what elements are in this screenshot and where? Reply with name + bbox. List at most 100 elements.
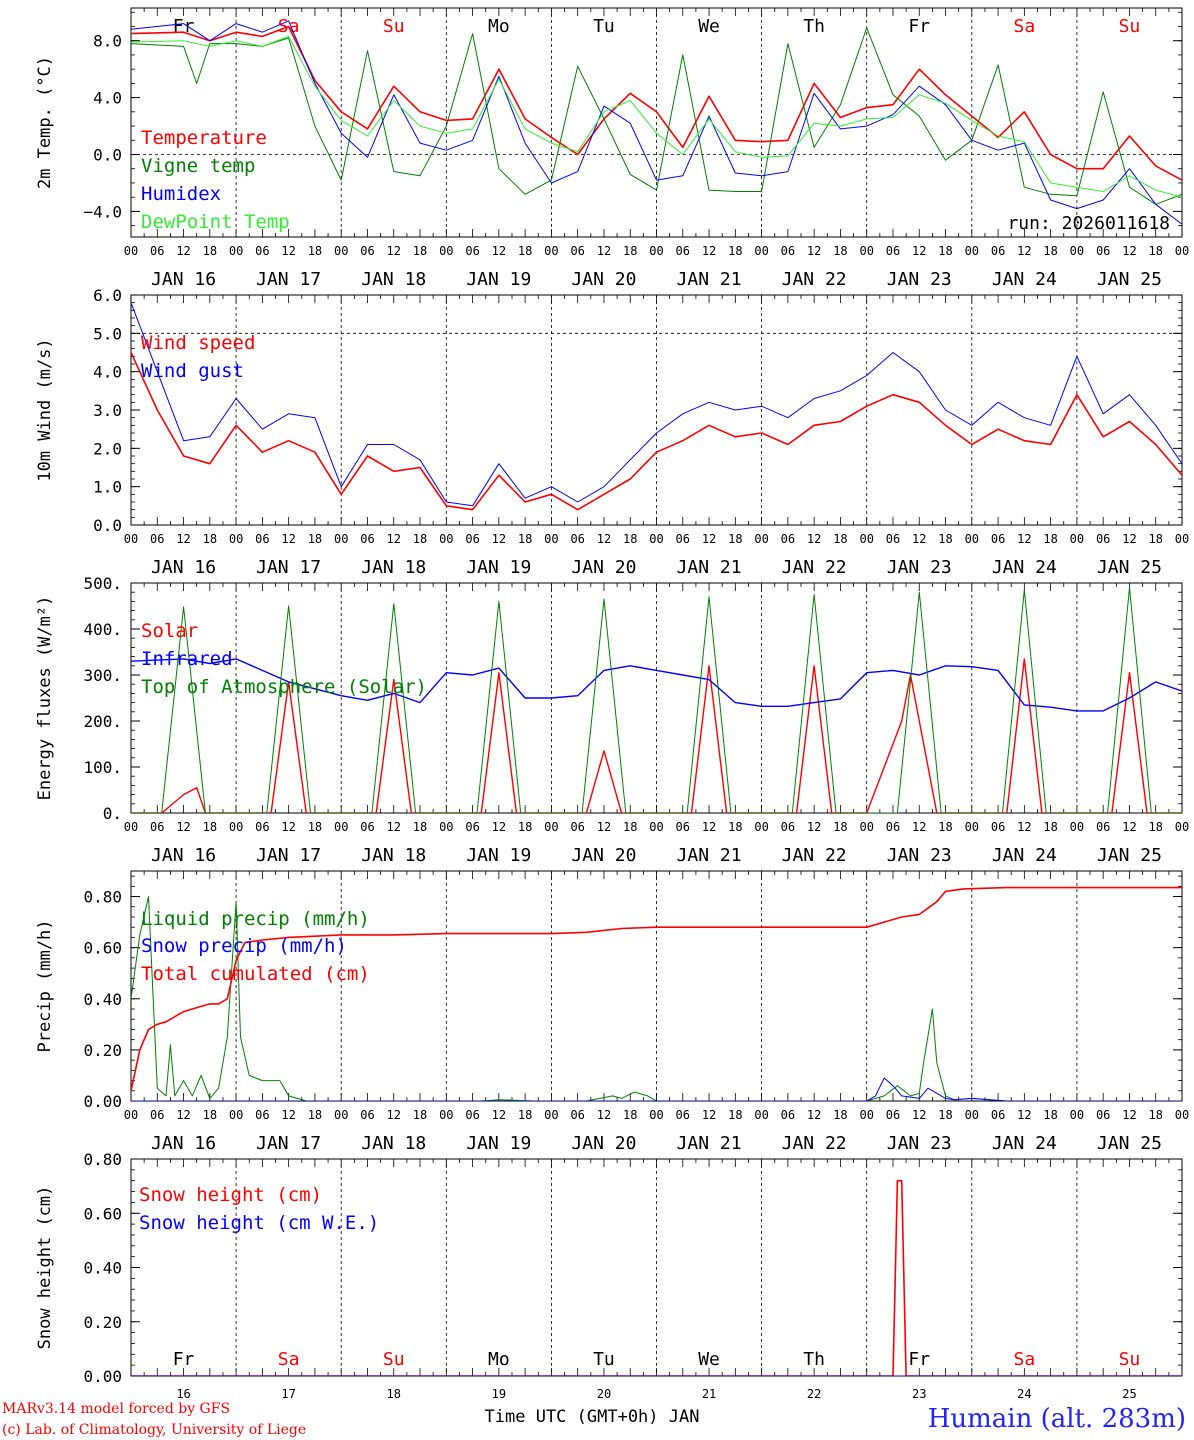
- hour-tick-label: 06: [570, 1108, 584, 1122]
- hour-tick-label: 06: [150, 1108, 164, 1122]
- temperature-series-group: [131, 20, 1182, 225]
- hour-tick-label: 06: [360, 532, 374, 546]
- y-tick-label: 0.: [103, 804, 122, 823]
- hour-tick-label: 12: [807, 820, 821, 834]
- y-tick-label: 300.: [83, 666, 122, 685]
- y-axis-label: Precip (mm/h): [35, 919, 55, 1052]
- hour-tick-label: 12: [176, 1108, 190, 1122]
- hour-tick-label: 00: [1070, 532, 1084, 546]
- y-tick-label: 0.20: [83, 1313, 122, 1332]
- hour-tick-label: 00: [334, 532, 348, 546]
- date-label: JAN 22: [782, 557, 847, 578]
- weekday-label: Tu: [593, 1349, 615, 1370]
- legend-entry: Wind speed: [141, 332, 255, 354]
- hour-tick-label: 18: [833, 1108, 847, 1122]
- y-axis-label: Snow height (cm): [35, 1186, 55, 1350]
- energy-panel: 0. 100. 200. 300. 400. 500. Energy fluxes (W/m…: [35, 574, 1189, 866]
- date-label: JAN 25: [1097, 845, 1162, 866]
- date-label: JAN 21: [677, 557, 742, 578]
- hour-tick-label: 00: [544, 532, 558, 546]
- hour-tick-label: 18: [938, 532, 952, 546]
- date-label: JAN 18: [361, 269, 426, 290]
- hour-tick-label: 06: [676, 532, 690, 546]
- hour-tick-label: 00: [544, 820, 558, 834]
- hour-tick-label: 12: [176, 244, 190, 258]
- y-tick-label: 0.60: [83, 939, 122, 958]
- temperature-panel: −4.0 0.0 4.0 8.0 2m Temp. (°C) 00 06 12 18 JAN 16…: [35, 7, 1189, 290]
- hour-tick-label: 00: [859, 532, 873, 546]
- y-tick-label: 1.0: [93, 478, 122, 497]
- hour-tick-label: 06: [991, 1108, 1005, 1122]
- date-label: JAN 19: [466, 845, 531, 866]
- weekday-label: Mo: [488, 16, 510, 37]
- date-label: JAN 23: [887, 269, 952, 290]
- hour-tick-label: 18: [1148, 820, 1162, 834]
- hour-tick-label: 00: [754, 820, 768, 834]
- hour-tick-label: 00: [1175, 1108, 1189, 1122]
- legend-entry: DewPoint Temp: [141, 211, 290, 233]
- hour-tick-label: 18: [833, 244, 847, 258]
- hour-tick-label: 00: [1175, 532, 1189, 546]
- energy-series-group: [131, 587, 1182, 813]
- hour-tick-label: 18: [308, 820, 322, 834]
- hour-tick-label: 12: [702, 820, 716, 834]
- chart-panels: −4.0 0.0 4.0 8.0 2m Temp. (°C) 00 06 12 18 JAN 16…: [35, 7, 1189, 1401]
- day-number-label: 18: [387, 1387, 401, 1401]
- hour-tick-label: 00: [754, 244, 768, 258]
- hour-tick-label: 12: [597, 1108, 611, 1122]
- y-tick-label: 0.80: [83, 888, 122, 907]
- hour-tick-label: 06: [1096, 820, 1110, 834]
- weekday-label: Tu: [593, 16, 615, 37]
- hour-tick-label: 18: [623, 1108, 637, 1122]
- day-number-label: 16: [176, 1387, 190, 1401]
- hour-tick-label: 18: [518, 532, 532, 546]
- precip-panel: 0.00 0.20 0.40 0.60 0.80 Precip (mm/h) 00 06 12 1…: [35, 870, 1189, 1154]
- date-label: JAN 23: [887, 845, 952, 866]
- hour-tick-label: 06: [150, 244, 164, 258]
- hour-tick-label: 12: [1122, 1108, 1136, 1122]
- date-label: JAN 21: [677, 845, 742, 866]
- hour-tick-label: 00: [1070, 1108, 1084, 1122]
- hour-tick-label: 06: [781, 820, 795, 834]
- date-label: JAN 22: [782, 269, 847, 290]
- hour-tick-label: 18: [413, 244, 427, 258]
- hour-tick-label: 06: [150, 532, 164, 546]
- series-line-snow-height-cm-: [131, 1179, 1182, 1376]
- date-label: JAN 23: [887, 557, 952, 578]
- legend-entry: Temperature: [141, 127, 267, 149]
- day-number-label: 20: [597, 1387, 611, 1401]
- hour-tick-label: 00: [859, 820, 873, 834]
- date-label: JAN 16: [151, 845, 216, 866]
- date-label: JAN 18: [361, 557, 426, 578]
- hour-tick-label: 06: [570, 820, 584, 834]
- date-label: JAN 17: [256, 269, 321, 290]
- hour-tick-label: 00: [1070, 244, 1084, 258]
- y-tick-label: 0.40: [83, 990, 122, 1009]
- hour-tick-label: 12: [702, 532, 716, 546]
- hour-tick-label: 18: [728, 1108, 742, 1122]
- hour-tick-label: 12: [387, 244, 401, 258]
- hour-tick-label: 12: [912, 820, 926, 834]
- hour-tick-label: 12: [912, 244, 926, 258]
- series-line-liquid-precip-mm-h-: [131, 896, 1182, 1101]
- y-tick-label: 100.: [83, 758, 122, 777]
- y-tick-label: 400.: [83, 620, 122, 639]
- hour-tick-label: 00: [124, 244, 138, 258]
- day-number-label: 22: [807, 1387, 821, 1401]
- hour-tick-label: 12: [1017, 820, 1031, 834]
- hour-tick-label: 18: [308, 1108, 322, 1122]
- footer: MARv3.14 model forced by GFS (c) Lab. of…: [2, 1401, 1186, 1438]
- day-number-label: 17: [281, 1387, 295, 1401]
- hour-tick-label: 00: [965, 532, 979, 546]
- hour-tick-label: 12: [702, 244, 716, 258]
- date-label: JAN 22: [782, 1133, 847, 1154]
- hour-tick-label: 12: [597, 244, 611, 258]
- hour-tick-label: 06: [1096, 244, 1110, 258]
- weekday-label: Su: [383, 1349, 405, 1370]
- hour-tick-label: 12: [281, 1108, 295, 1122]
- date-label: JAN 20: [571, 845, 636, 866]
- hour-tick-label: 18: [1148, 1108, 1162, 1122]
- weekday-label: Sa: [1014, 1349, 1036, 1370]
- hour-tick-label: 06: [781, 1108, 795, 1122]
- hour-tick-label: 00: [334, 244, 348, 258]
